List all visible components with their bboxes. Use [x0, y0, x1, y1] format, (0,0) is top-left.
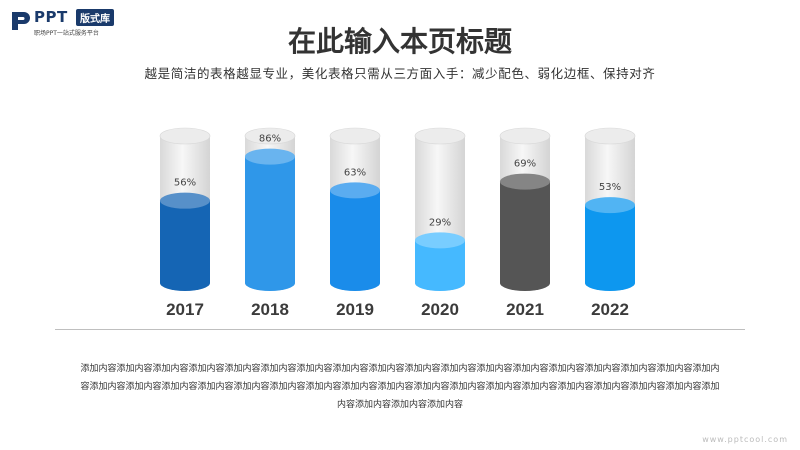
data-label: 86% — [259, 134, 281, 145]
logo: PPT 版式库 职场PPT一站式服务平台 — [10, 8, 140, 38]
x-tick-label: 2017 — [166, 300, 204, 319]
cylinder-container-top — [584, 127, 636, 145]
logo-brand: PPT — [34, 8, 68, 26]
x-tick-label: 2019 — [336, 300, 374, 319]
bar-top — [500, 173, 550, 190]
x-tick-label: 2021 — [506, 300, 544, 319]
cylinder-container-top — [414, 127, 466, 145]
cylinder-container-top — [329, 127, 381, 145]
bar-top — [585, 197, 635, 214]
cylinder-2021: 69% 2021 — [499, 127, 551, 319]
bar-top — [330, 182, 380, 199]
bar — [245, 156, 295, 291]
bar — [330, 190, 380, 291]
logo-tagline: 职场PPT一站式服务平台 — [34, 30, 99, 37]
bar — [500, 181, 550, 291]
cylinder-2017: 56% 2017 — [159, 127, 211, 319]
bar-top — [245, 148, 295, 165]
x-tick-label: 2022 — [591, 300, 629, 319]
data-label: 63% — [344, 167, 366, 178]
cylinder-container-top — [499, 127, 551, 145]
cylinder-container-top — [159, 127, 211, 145]
page-title: 在此输入本页标题 — [287, 25, 512, 58]
cylinder-2022: 53% 2022 — [584, 127, 636, 319]
cylinder-2019: 63% 2019 — [329, 127, 381, 319]
cylinder-bar-chart: 56% 2017 86% 2018 63% 2019 29% 2020 69% 2021 53% 20… — [159, 127, 636, 319]
bar — [160, 200, 210, 291]
watermark: www.pptcool.com — [702, 435, 788, 444]
logo-badge: 版式库 — [76, 9, 114, 26]
x-tick-label: 2018 — [251, 300, 289, 319]
bar-top — [160, 192, 210, 209]
bar-top — [415, 232, 465, 249]
x-tick-label: 2020 — [421, 300, 459, 319]
logo-icon — [12, 12, 30, 30]
cylinder-container-top — [244, 127, 296, 145]
bar — [585, 205, 635, 291]
cylinder-2018: 86% 2018 — [244, 127, 296, 319]
data-label: 56% — [174, 178, 196, 189]
page-subtitle: 越是简洁的表格越显专业，美化表格只需从三方面入手：减少配色、弱化边框、保持对齐 — [144, 66, 656, 81]
data-label: 53% — [599, 182, 621, 193]
body-text: 添加内容添加内容添加内容添加内容添加内容添加内容添加内容添加内容添加内容添加内容… — [80, 364, 720, 410]
cylinder-2020: 29% 2020 — [414, 127, 466, 319]
divider — [55, 329, 745, 330]
bar — [415, 240, 465, 291]
data-label: 69% — [514, 159, 536, 170]
data-label: 29% — [429, 217, 451, 228]
